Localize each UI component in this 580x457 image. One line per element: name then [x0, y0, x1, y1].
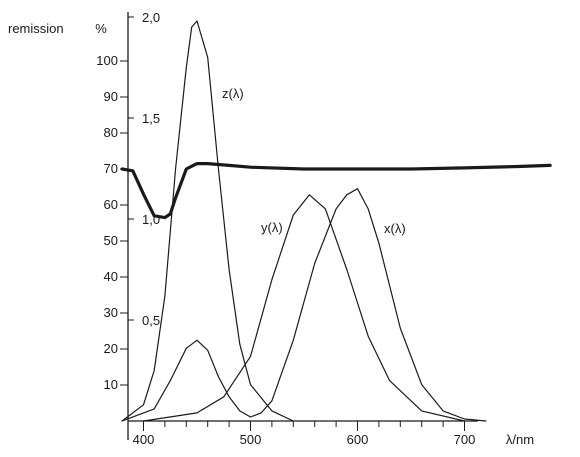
y-pct-tick-label-70: 70 [104, 161, 118, 176]
series-label-y: y(λ) [261, 220, 283, 235]
x-tick-label-500: 500 [240, 432, 262, 447]
y-pct-tick-label-50: 50 [104, 233, 118, 248]
y-axis-title: remission [8, 21, 64, 36]
y-sec-tick-label-1,5: 1,5 [142, 111, 160, 126]
y-pct-tick-label-100: 100 [96, 53, 118, 68]
y-sec-tick-label-2,0: 2,0 [142, 10, 160, 25]
series-line-x [121, 188, 487, 422]
series-label-z: z(λ) [222, 86, 244, 101]
labels: 10 20 30 40 50 60 70 80 90 100 0,5 1,0 1,5 2,0 remissi… [8, 10, 534, 447]
curves [120, 20, 552, 422]
y-sec-tick-label-1,0: 1,0 [142, 212, 160, 227]
series-label-x: x(λ) [384, 221, 406, 236]
y-pct-tick-label-40: 40 [104, 269, 118, 284]
y-pct-tick-label-20: 20 [104, 341, 118, 356]
x-tick-label-600: 600 [347, 432, 369, 447]
x-axis-title: λ/nm [506, 432, 534, 447]
axes [120, 12, 478, 440]
series-line-remission [120, 162, 552, 220]
y-pct-tick-label-90: 90 [104, 89, 118, 104]
y-pct-tick-label-80: 80 [104, 125, 118, 140]
x-tick-label-400: 400 [133, 432, 155, 447]
y-axis-unit: % [95, 21, 107, 36]
y-pct-tick-label-60: 60 [104, 197, 118, 212]
series-line-z [121, 20, 294, 422]
y-pct-tick-label-10: 10 [104, 377, 118, 392]
y-sec-tick-label-0,5: 0,5 [142, 313, 160, 328]
series-line-y [142, 194, 466, 422]
x-tick-label-700: 700 [454, 432, 476, 447]
y-pct-tick-label-30: 30 [104, 305, 118, 320]
